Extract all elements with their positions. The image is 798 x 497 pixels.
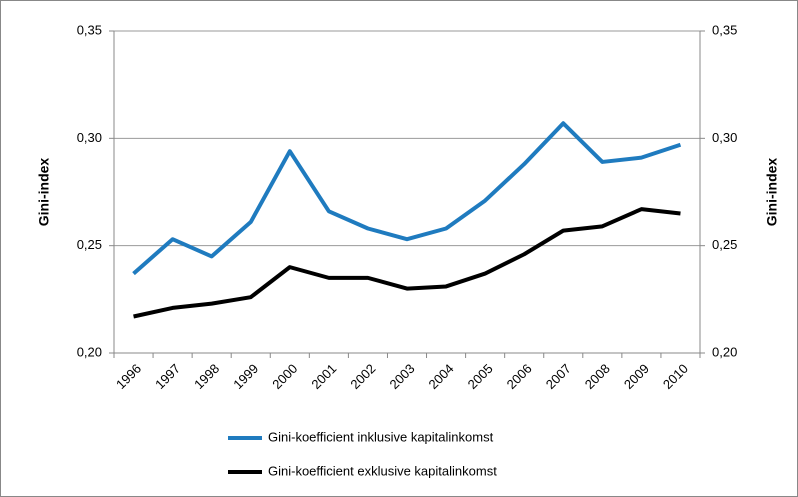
legend-label: Gini-koefficient exklusive kapitalinkoms… xyxy=(268,463,497,478)
y-tick-label: 0,30 xyxy=(77,130,102,145)
y-tick-label: 0,35 xyxy=(77,22,102,37)
series-line xyxy=(132,121,682,276)
y2-tick-label: 0,20 xyxy=(712,344,737,359)
y2-tick-label: 0,30 xyxy=(712,130,737,145)
y-tick-label: 0,20 xyxy=(77,344,102,359)
y2-axis-title: Gini-index xyxy=(764,158,780,227)
y-axis-title: Gini-index xyxy=(36,158,52,227)
y-tick-label: 0,25 xyxy=(77,237,102,252)
legend-label: Gini-koefficient inklusive kapitalinkoms… xyxy=(268,429,494,444)
y2-tick-label: 0,25 xyxy=(712,237,737,252)
y2-tick-label: 0,35 xyxy=(712,22,737,37)
series-line xyxy=(133,207,681,319)
